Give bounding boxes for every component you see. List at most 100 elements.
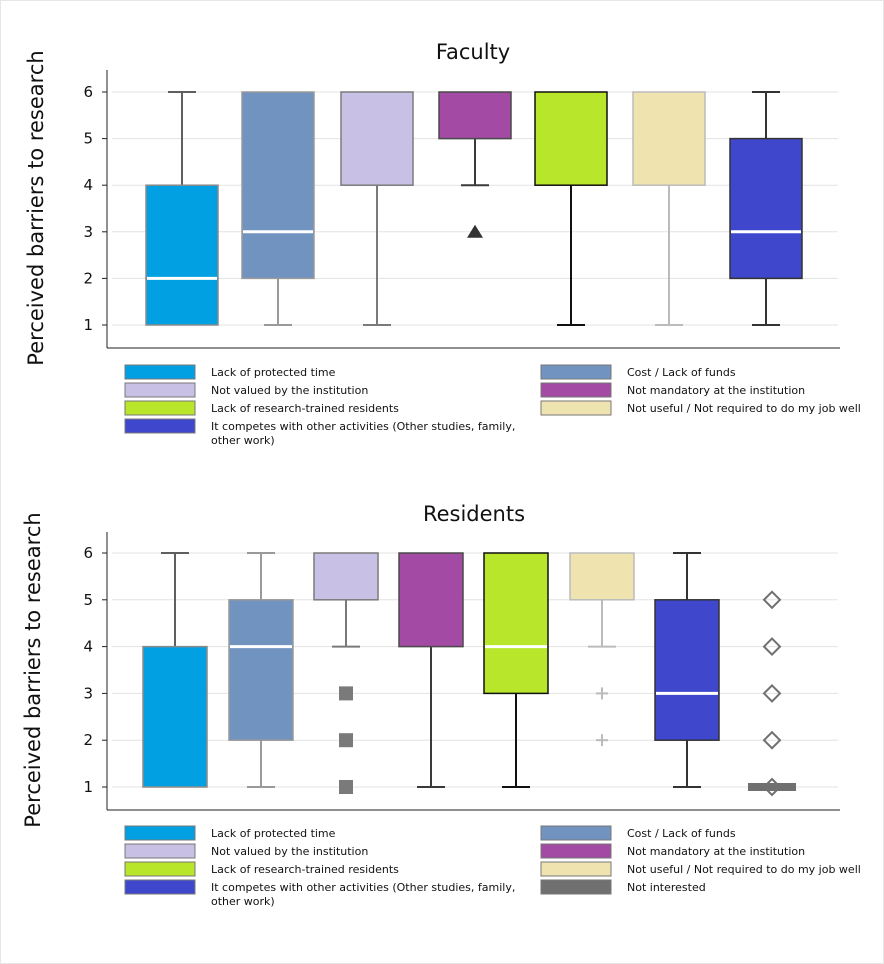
- legend-label: Lack of research-trained residents: [211, 402, 399, 415]
- legend-swatch: [124, 400, 196, 416]
- legend-swatch: [540, 400, 612, 416]
- faculty-legend-item: Lack of protected time: [124, 364, 336, 380]
- outlier-diamond: [762, 683, 782, 703]
- legend-swatch: [540, 382, 612, 398]
- box: [145, 184, 219, 326]
- faculty-tick-label: 3: [83, 223, 93, 241]
- legend-label: Cost / Lack of funds: [627, 366, 736, 379]
- legend-swatch: [124, 825, 196, 841]
- faculty-boxes: [145, 91, 803, 326]
- residents-box-series-7: [654, 552, 720, 788]
- box-collapsed: [748, 783, 796, 791]
- box: [632, 91, 706, 186]
- legend-label: Lack of protected time: [211, 827, 336, 840]
- box: [483, 552, 549, 695]
- faculty-box-series-6: [632, 91, 706, 326]
- outlier-diamond: [762, 730, 782, 750]
- faculty-chart: Faculty Perceived barriers to research 1…: [24, 40, 861, 447]
- faculty-tick-label: 5: [83, 130, 93, 148]
- residents-tick-label: 5: [83, 591, 93, 609]
- box: [569, 552, 635, 601]
- residents-box-series-3: [313, 552, 379, 794]
- faculty-legend-item: Not useful / Not required to do my job w…: [540, 400, 861, 416]
- faculty-y-axis-label: Perceived barriers to research: [24, 50, 48, 365]
- residents-legend-item: Not useful / Not required to do my job w…: [540, 861, 861, 877]
- residents-chart-title: Residents: [423, 502, 525, 526]
- residents-tick-label: 1: [83, 778, 93, 796]
- faculty-box-series-7: [729, 91, 803, 326]
- faculty-legend-item: It competes with other activities (Other…: [124, 418, 515, 447]
- legend-swatch: [540, 843, 612, 859]
- residents-y-axis-label: Perceived barriers to research: [21, 512, 45, 827]
- residents-legend-item: Not interested: [540, 879, 706, 895]
- legend-swatch: [540, 825, 612, 841]
- box: [142, 645, 208, 788]
- residents-box-series-4: [398, 552, 464, 788]
- outlier-diamond: [762, 777, 782, 797]
- residents-tick-label: 4: [83, 638, 93, 656]
- legend-swatch: [124, 843, 196, 859]
- residents-boxes: [142, 552, 796, 797]
- faculty-legend-item: Not mandatory at the institution: [540, 382, 805, 398]
- legend-swatch: [124, 418, 196, 434]
- legend-swatch: [540, 861, 612, 877]
- legend-label: Cost / Lack of funds: [627, 827, 736, 840]
- box: [398, 552, 464, 648]
- faculty-legend: Lack of protected time Not valued by the …: [124, 364, 861, 447]
- faculty-gridlines: [112, 91, 838, 326]
- faculty-y-ticks: 1 2 3 4 5 6: [83, 83, 107, 334]
- faculty-legend-item: Cost / Lack of funds: [540, 364, 736, 380]
- residents-tick-label: 2: [83, 731, 93, 749]
- residents-chart: Residents Perceived barriers to research…: [21, 502, 861, 908]
- outlier-diamond: [762, 590, 782, 610]
- legend-swatch: [540, 364, 612, 380]
- faculty-legend-item: Lack of research-trained residents: [124, 400, 399, 416]
- box: [313, 552, 379, 601]
- legend-label: Not useful / Not required to do my job w…: [627, 863, 861, 876]
- faculty-box-series-2: [241, 91, 315, 326]
- legend-label: Not valued by the institution: [211, 845, 368, 858]
- residents-box-series-8: [748, 590, 796, 797]
- box: [438, 91, 512, 140]
- faculty-chart-title: Faculty: [436, 40, 510, 64]
- legend-label: Not mandatory at the institution: [627, 845, 805, 858]
- box: [654, 599, 720, 741]
- legend-swatch: [124, 382, 196, 398]
- legend-swatch: [540, 879, 612, 895]
- box: [340, 91, 414, 186]
- outlier-triangle: [467, 224, 483, 238]
- faculty-legend-item: Not valued by the institution: [124, 382, 368, 398]
- outlier-square: [339, 686, 353, 701]
- residents-legend: Lack of protected time Not valued by the …: [124, 825, 861, 908]
- faculty-tick-label: 4: [83, 176, 93, 194]
- legend-label: Not valued by the institution: [211, 384, 368, 397]
- box: [534, 91, 608, 186]
- residents-legend-item: Lack of protected time: [124, 825, 336, 841]
- residents-legend-item: It competes with other activities (Other…: [124, 879, 515, 908]
- residents-gridlines: [112, 552, 838, 788]
- residents-legend-item: Lack of research-trained residents: [124, 861, 399, 877]
- legend-label-continued: other work): [211, 434, 275, 447]
- residents-tick-label: 6: [83, 544, 93, 562]
- outlier-square: [339, 780, 353, 794]
- residents-box-series-1: [142, 552, 208, 788]
- residents-box-series-5: [483, 552, 549, 788]
- faculty-box-series-4: [438, 91, 512, 238]
- faculty-box-series-3: [340, 91, 414, 326]
- faculty-box-series-1: [145, 91, 219, 326]
- legend-label-continued: other work): [211, 895, 275, 908]
- legend-label: Lack of protected time: [211, 366, 336, 379]
- outlier-square: [339, 733, 353, 748]
- legend-swatch: [124, 861, 196, 877]
- legend-label: Not interested: [627, 881, 706, 894]
- faculty-tick-label: 2: [83, 269, 93, 287]
- legend-swatch: [124, 364, 196, 380]
- legend-label: Not useful / Not required to do my job w…: [627, 402, 861, 415]
- residents-legend-item: Not valued by the institution: [124, 843, 368, 859]
- legend-swatch: [124, 879, 196, 895]
- residents-legend-item: Cost / Lack of funds: [540, 825, 736, 841]
- legend-label: Lack of research-trained residents: [211, 863, 399, 876]
- box: [241, 91, 315, 280]
- faculty-tick-label: 1: [83, 316, 93, 334]
